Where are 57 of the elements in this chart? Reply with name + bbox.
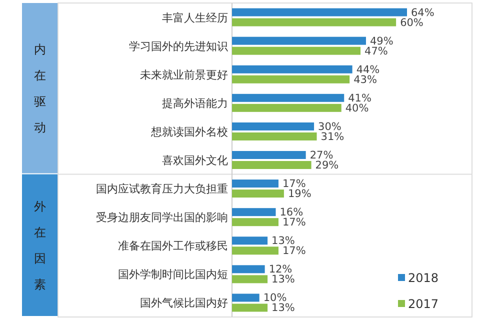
bar	[232, 246, 278, 255]
data-label: 41%	[348, 92, 372, 104]
data-label: 10%	[263, 292, 287, 304]
legend-label: 2018	[408, 271, 439, 285]
y-tick-label: 丰富人生经历	[162, 11, 228, 24]
data-label: 13%	[272, 302, 295, 314]
data-label: 44%	[356, 64, 380, 76]
data-label: 12%	[268, 264, 292, 276]
bar	[232, 180, 278, 188]
data-label: 47%	[364, 45, 388, 58]
bar	[232, 190, 284, 198]
bar	[232, 161, 312, 169]
data-label: 17%	[282, 216, 306, 229]
y-tick-label: 提高外语能力	[162, 96, 228, 110]
data-label: 27%	[310, 150, 334, 162]
bar	[232, 65, 352, 74]
data-label: 16%	[280, 206, 304, 219]
bar	[232, 46, 361, 55]
data-label: 19%	[288, 188, 312, 200]
data-label: 30%	[318, 120, 342, 133]
bar	[232, 104, 342, 112]
bar	[232, 294, 260, 302]
data-label: 60%	[400, 16, 424, 29]
bar	[232, 122, 314, 130]
data-label: 29%	[315, 160, 339, 172]
data-label: 43%	[354, 74, 377, 86]
bar	[232, 94, 344, 102]
data-label: 13%	[272, 235, 295, 248]
bar	[232, 18, 396, 26]
y-tick-label: 准备在国外工作或移民	[118, 240, 228, 253]
y-tick-label: 未来就业前景更好	[140, 68, 228, 82]
bar	[232, 218, 278, 226]
bar	[232, 208, 276, 216]
bar	[232, 8, 407, 16]
data-label: 49%	[370, 35, 394, 48]
bar	[232, 236, 268, 245]
legend-label: 2017	[408, 297, 439, 311]
data-label: 64%	[411, 6, 434, 19]
data-label: 40%	[345, 102, 369, 114]
data-label: 31%	[320, 130, 344, 143]
bar	[232, 275, 268, 284]
data-label: 17%	[282, 245, 306, 258]
bar	[232, 75, 350, 84]
y-tick-label: 受身边朋友同学出国的影响	[96, 211, 228, 224]
y-tick-label: 国外气候比国内好	[140, 296, 228, 310]
bar	[232, 36, 366, 45]
y-tick-label: 学习国外的先进知识	[129, 40, 228, 53]
y-tick-label: 国内应试教育压力大负担重	[96, 182, 228, 196]
data-label: 13%	[272, 274, 295, 286]
bar	[232, 265, 265, 274]
y-tick-label: 喜欢国外文化	[162, 154, 228, 167]
y-tick-label: 国外学制时间比国内短	[118, 268, 228, 282]
data-label: 17%	[282, 178, 306, 190]
y-tick-label: 想就读国外名校	[150, 125, 228, 138]
bar	[232, 151, 306, 159]
bar	[232, 304, 268, 312]
bar	[232, 132, 317, 140]
